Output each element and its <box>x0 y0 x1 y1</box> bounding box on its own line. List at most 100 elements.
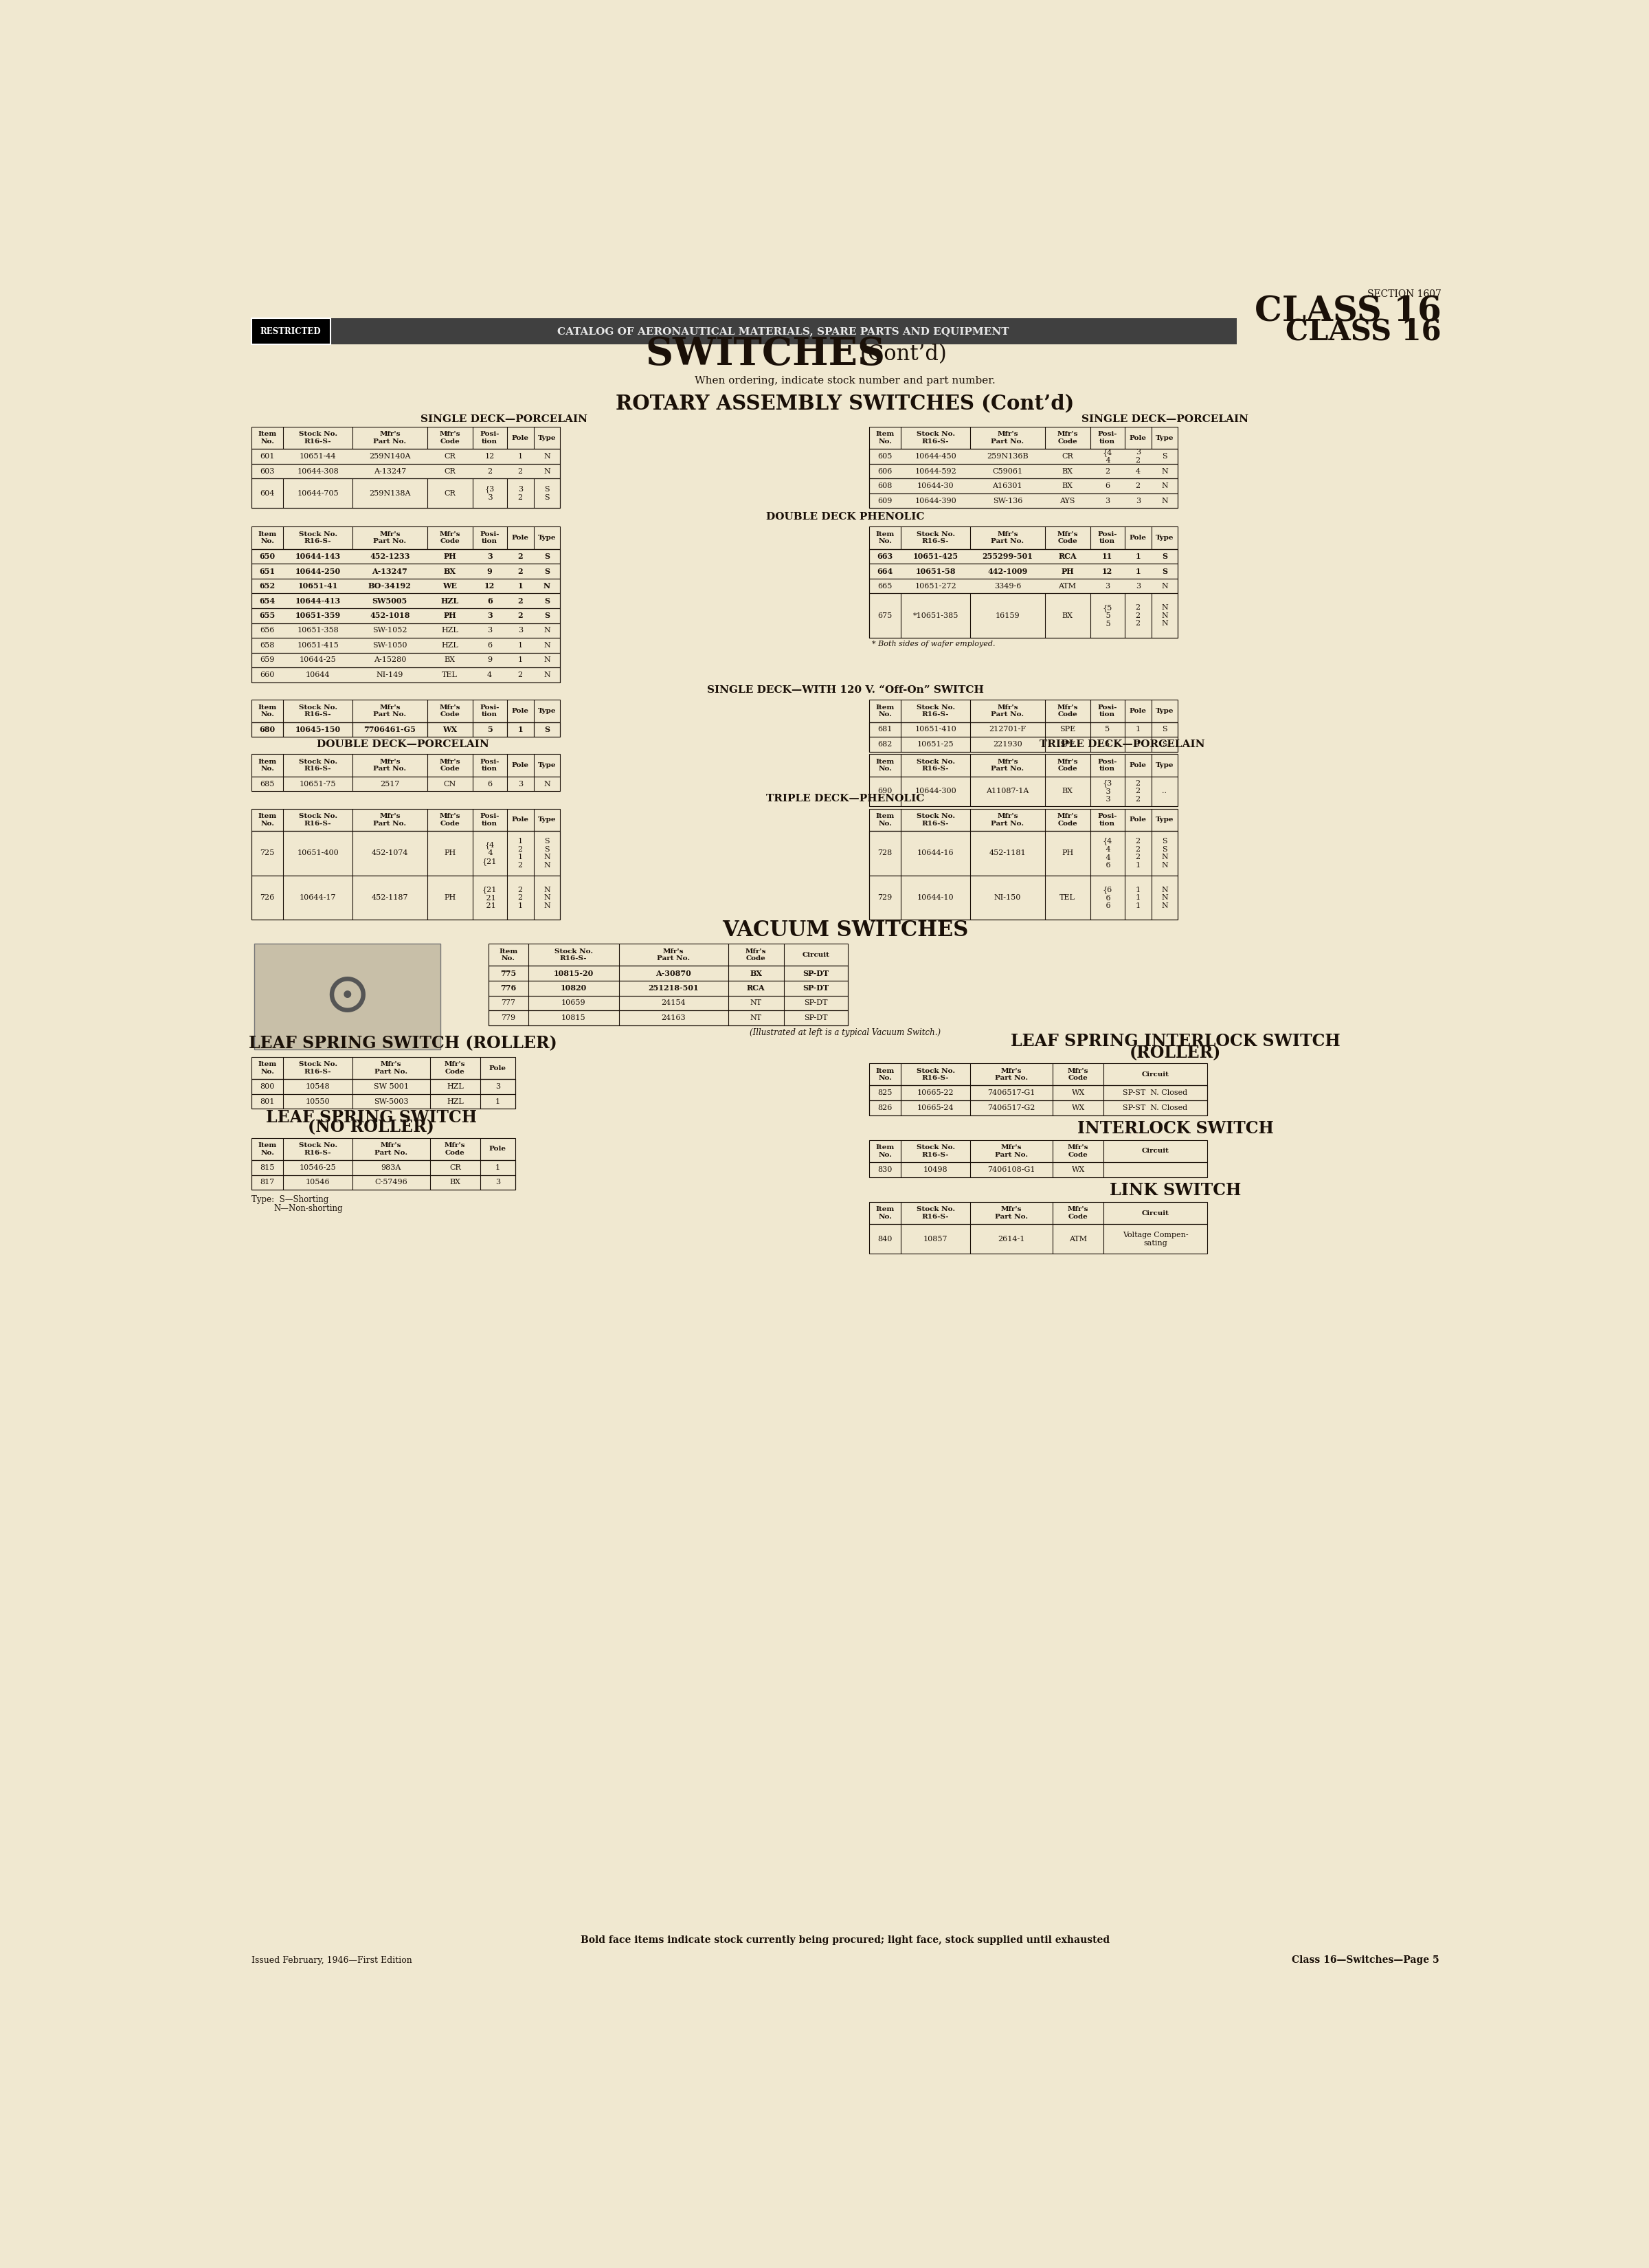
Bar <box>869 1141 1207 1161</box>
Text: LEAF SPRING SWITCH: LEAF SPRING SWITCH <box>265 1109 477 1127</box>
Text: Type: Type <box>538 435 556 440</box>
Text: CR: CR <box>449 1163 460 1170</box>
Text: 3: 3 <box>486 626 491 633</box>
Text: S
S: S S <box>544 485 549 501</box>
Bar <box>251 1093 514 1109</box>
Text: HZL: HZL <box>442 642 458 649</box>
Text: 659: 659 <box>261 658 275 665</box>
Text: Item
No.: Item No. <box>257 531 277 544</box>
Text: 10546-25: 10546-25 <box>300 1163 336 1170</box>
Bar <box>251 1139 514 1161</box>
Text: Mfr's
Code: Mfr's Code <box>445 1143 465 1157</box>
Text: 656: 656 <box>261 626 275 633</box>
Text: 660: 660 <box>261 671 275 678</box>
Text: RESTRICTED: RESTRICTED <box>261 327 322 336</box>
Text: BO-34192: BO-34192 <box>368 583 412 590</box>
Bar <box>251 776 561 792</box>
Bar <box>869 1225 1207 1254</box>
Text: 2: 2 <box>1136 483 1141 490</box>
Text: VACUUM SWITCHES: VACUUM SWITCHES <box>722 921 968 941</box>
Text: 725: 725 <box>261 850 275 857</box>
Text: 10644-450: 10644-450 <box>915 454 956 460</box>
Text: Posi-
tion: Posi- tion <box>480 531 500 544</box>
Text: Type: Type <box>538 708 556 714</box>
Text: 681: 681 <box>877 726 892 733</box>
Text: 2: 2 <box>486 467 491 474</box>
Text: 10644-390: 10644-390 <box>915 497 956 503</box>
Text: Voltage Compen-
sating: Voltage Compen- sating <box>1123 1232 1189 1247</box>
Bar <box>869 549 1177 565</box>
Text: WX: WX <box>1072 1166 1085 1173</box>
Bar <box>869 449 1177 508</box>
Bar <box>869 463 1177 479</box>
Text: SECTION 1607: SECTION 1607 <box>1367 290 1441 299</box>
Text: CR: CR <box>444 467 455 474</box>
Text: Stock No.
R16-S-: Stock No. R16-S- <box>298 703 338 717</box>
Text: Stock No.
R16-S-: Stock No. R16-S- <box>554 948 594 962</box>
Text: 728: 728 <box>877 850 892 857</box>
Text: {4
 4
{21: {4 4 {21 <box>483 841 496 864</box>
Text: 10644-705: 10644-705 <box>297 490 338 497</box>
Text: 221930: 221930 <box>993 742 1022 748</box>
Text: Item
No.: Item No. <box>257 703 277 717</box>
Text: 259N136B: 259N136B <box>986 454 1029 460</box>
Text: SP-DT: SP-DT <box>805 1014 828 1021</box>
Bar <box>869 549 1177 637</box>
Text: 10651-410: 10651-410 <box>915 726 956 733</box>
Text: {4
 4
 4
 6: {4 4 4 6 <box>1103 837 1113 869</box>
Text: 7406517-G2: 7406517-G2 <box>988 1105 1036 1111</box>
Bar <box>251 594 561 608</box>
Bar <box>251 830 561 875</box>
Text: Mfr's
Part No.: Mfr's Part No. <box>991 531 1024 544</box>
Text: 2: 2 <box>518 671 523 678</box>
Text: NI-150: NI-150 <box>994 894 1021 900</box>
Text: Stock No.
R16-S-: Stock No. R16-S- <box>917 531 955 544</box>
Bar <box>251 318 330 345</box>
Text: Item
No.: Item No. <box>257 1061 277 1075</box>
Text: Mfr's
Code: Mfr's Code <box>439 431 460 445</box>
Text: SW 5001: SW 5001 <box>374 1084 409 1091</box>
Text: Mfr's
Part No.: Mfr's Part No. <box>374 1061 407 1075</box>
Text: Circuit: Circuit <box>1141 1070 1169 1077</box>
Text: Mfr's
Part No.: Mfr's Part No. <box>373 760 406 771</box>
Text: 10651-75: 10651-75 <box>300 780 336 787</box>
Text: (Illustrated at left is a typical Vacuum Switch.): (Illustrated at left is a typical Vacuum… <box>750 1027 940 1036</box>
Text: BX: BX <box>1062 787 1073 794</box>
Bar <box>869 594 1177 637</box>
Text: 983A: 983A <box>381 1163 401 1170</box>
Text: 800: 800 <box>261 1084 275 1091</box>
Text: 4: 4 <box>486 671 491 678</box>
Text: Item
No.: Item No. <box>876 531 894 544</box>
Text: 2
2
2: 2 2 2 <box>1136 780 1141 803</box>
Text: Type: Type <box>1156 708 1174 714</box>
Text: Mfr's
Code: Mfr's Code <box>1067 1068 1088 1082</box>
Text: Mfr's
Part No.: Mfr's Part No. <box>373 814 406 826</box>
Text: 680: 680 <box>259 726 275 733</box>
Text: PH: PH <box>444 612 457 619</box>
Text: BX: BX <box>450 1179 460 1186</box>
Bar <box>869 1202 1207 1225</box>
Text: Item
No.: Item No. <box>257 760 277 771</box>
Text: RCA: RCA <box>747 984 765 991</box>
Text: S: S <box>1163 742 1167 748</box>
Text: N: N <box>544 583 551 590</box>
Text: 605: 605 <box>877 454 892 460</box>
Text: 1: 1 <box>518 642 523 649</box>
Text: Item
No.: Item No. <box>257 1143 277 1157</box>
Text: (Cont’d): (Cont’d) <box>861 342 947 365</box>
Text: Type: Type <box>538 816 556 823</box>
Bar <box>869 1086 1207 1100</box>
Text: 10651-415: 10651-415 <box>297 642 338 649</box>
Text: Mfr's
Part No.: Mfr's Part No. <box>373 703 406 717</box>
Text: Stock No.
R16-S-: Stock No. R16-S- <box>298 760 338 771</box>
Text: Issued February, 1946—First Edition: Issued February, 1946—First Edition <box>251 1955 412 1964</box>
Text: 2
2
2
1: 2 2 2 1 <box>1136 837 1141 869</box>
Text: 685: 685 <box>261 780 275 787</box>
Text: 12: 12 <box>485 454 495 460</box>
Text: PH: PH <box>1060 567 1073 574</box>
Text: Mfr's
Code: Mfr's Code <box>745 948 767 962</box>
Text: 726: 726 <box>261 894 275 900</box>
Text: 24163: 24163 <box>661 1014 686 1021</box>
Text: Class 16—Switches—Page 5: Class 16—Switches—Page 5 <box>1291 1955 1440 1964</box>
Text: 609: 609 <box>877 497 892 503</box>
